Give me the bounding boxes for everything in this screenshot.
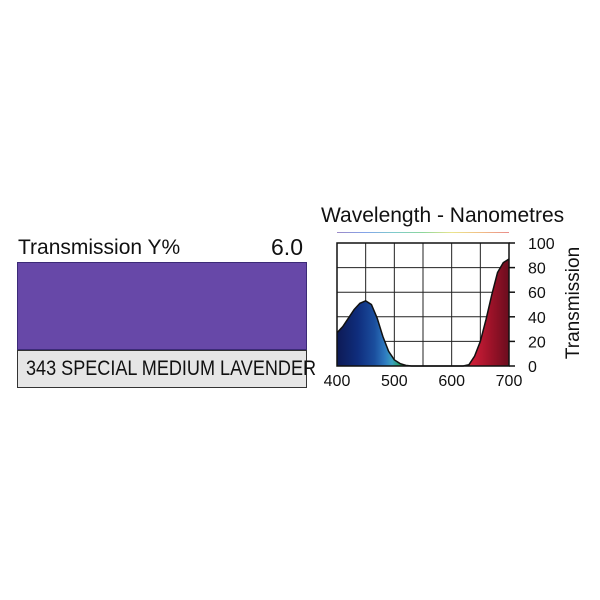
chart-title: Wavelength - Nanometres xyxy=(321,204,565,227)
y-tick-label: 100 xyxy=(528,236,555,253)
y-tick-label: 80 xyxy=(528,261,546,278)
y-tick-label: 20 xyxy=(528,334,546,351)
x-tick-label: 400 xyxy=(324,373,351,390)
filter-swatch-panel: Transmission Y% 6.0 343 SPECIAL MEDIUM L… xyxy=(17,232,316,388)
filter-name: 343 SPECIAL MEDIUM LAVENDER xyxy=(26,357,317,380)
plot-frame xyxy=(336,242,510,367)
tick-labels: 400 500 600 700 0 20 40 60 80 100 xyxy=(324,236,555,390)
transmission-area xyxy=(337,258,509,366)
filter-name-box: 343 SPECIAL MEDIUM LAVENDER xyxy=(17,350,316,388)
x-tick-label: 700 xyxy=(496,373,523,390)
transmission-row: Transmission Y% 6.0 xyxy=(17,232,307,262)
color-swatch xyxy=(17,262,307,350)
y-tick-label: 40 xyxy=(528,310,546,327)
y-tick-label: 60 xyxy=(528,285,546,302)
x-tick-label: 600 xyxy=(438,373,465,390)
y-tick-label: 0 xyxy=(528,359,537,376)
x-tick-label: 500 xyxy=(381,373,408,390)
transmission-label: Transmission Y% xyxy=(18,236,181,259)
transmission-value: 6.0 xyxy=(271,234,303,260)
y-axis-label: Transmission xyxy=(563,247,584,359)
spectrum-indicator-line xyxy=(337,232,509,233)
